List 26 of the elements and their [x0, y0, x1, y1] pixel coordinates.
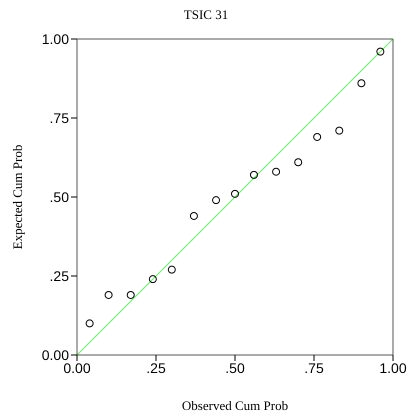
point	[148, 275, 157, 284]
point	[335, 126, 344, 135]
x-tick-label: .50	[225, 360, 245, 376]
point	[376, 48, 384, 56]
point	[86, 319, 94, 328]
point	[190, 212, 198, 220]
y-axis-title: Expected Cum Prob	[10, 144, 26, 250]
y-tick-label: .25	[50, 268, 70, 284]
point	[272, 168, 280, 176]
point	[313, 132, 322, 141]
point	[231, 190, 239, 198]
y-tick-label: .75	[50, 110, 70, 126]
point	[250, 170, 258, 179]
x-tick-label: .25	[146, 360, 166, 376]
point	[357, 79, 366, 88]
x-tick-label: 1.00	[379, 360, 407, 376]
x-tick-label: .75	[304, 360, 324, 376]
point	[104, 290, 113, 299]
point	[212, 196, 220, 204]
y-tick-label: .50	[50, 188, 70, 205]
point	[168, 266, 176, 274]
chart-title: TSIC 31	[182, 7, 230, 23]
point	[126, 290, 135, 299]
point	[294, 158, 302, 166]
x-axis-title: Observed Cum Prob	[180, 398, 290, 414]
y-tick-label: 1.00	[42, 30, 70, 47]
